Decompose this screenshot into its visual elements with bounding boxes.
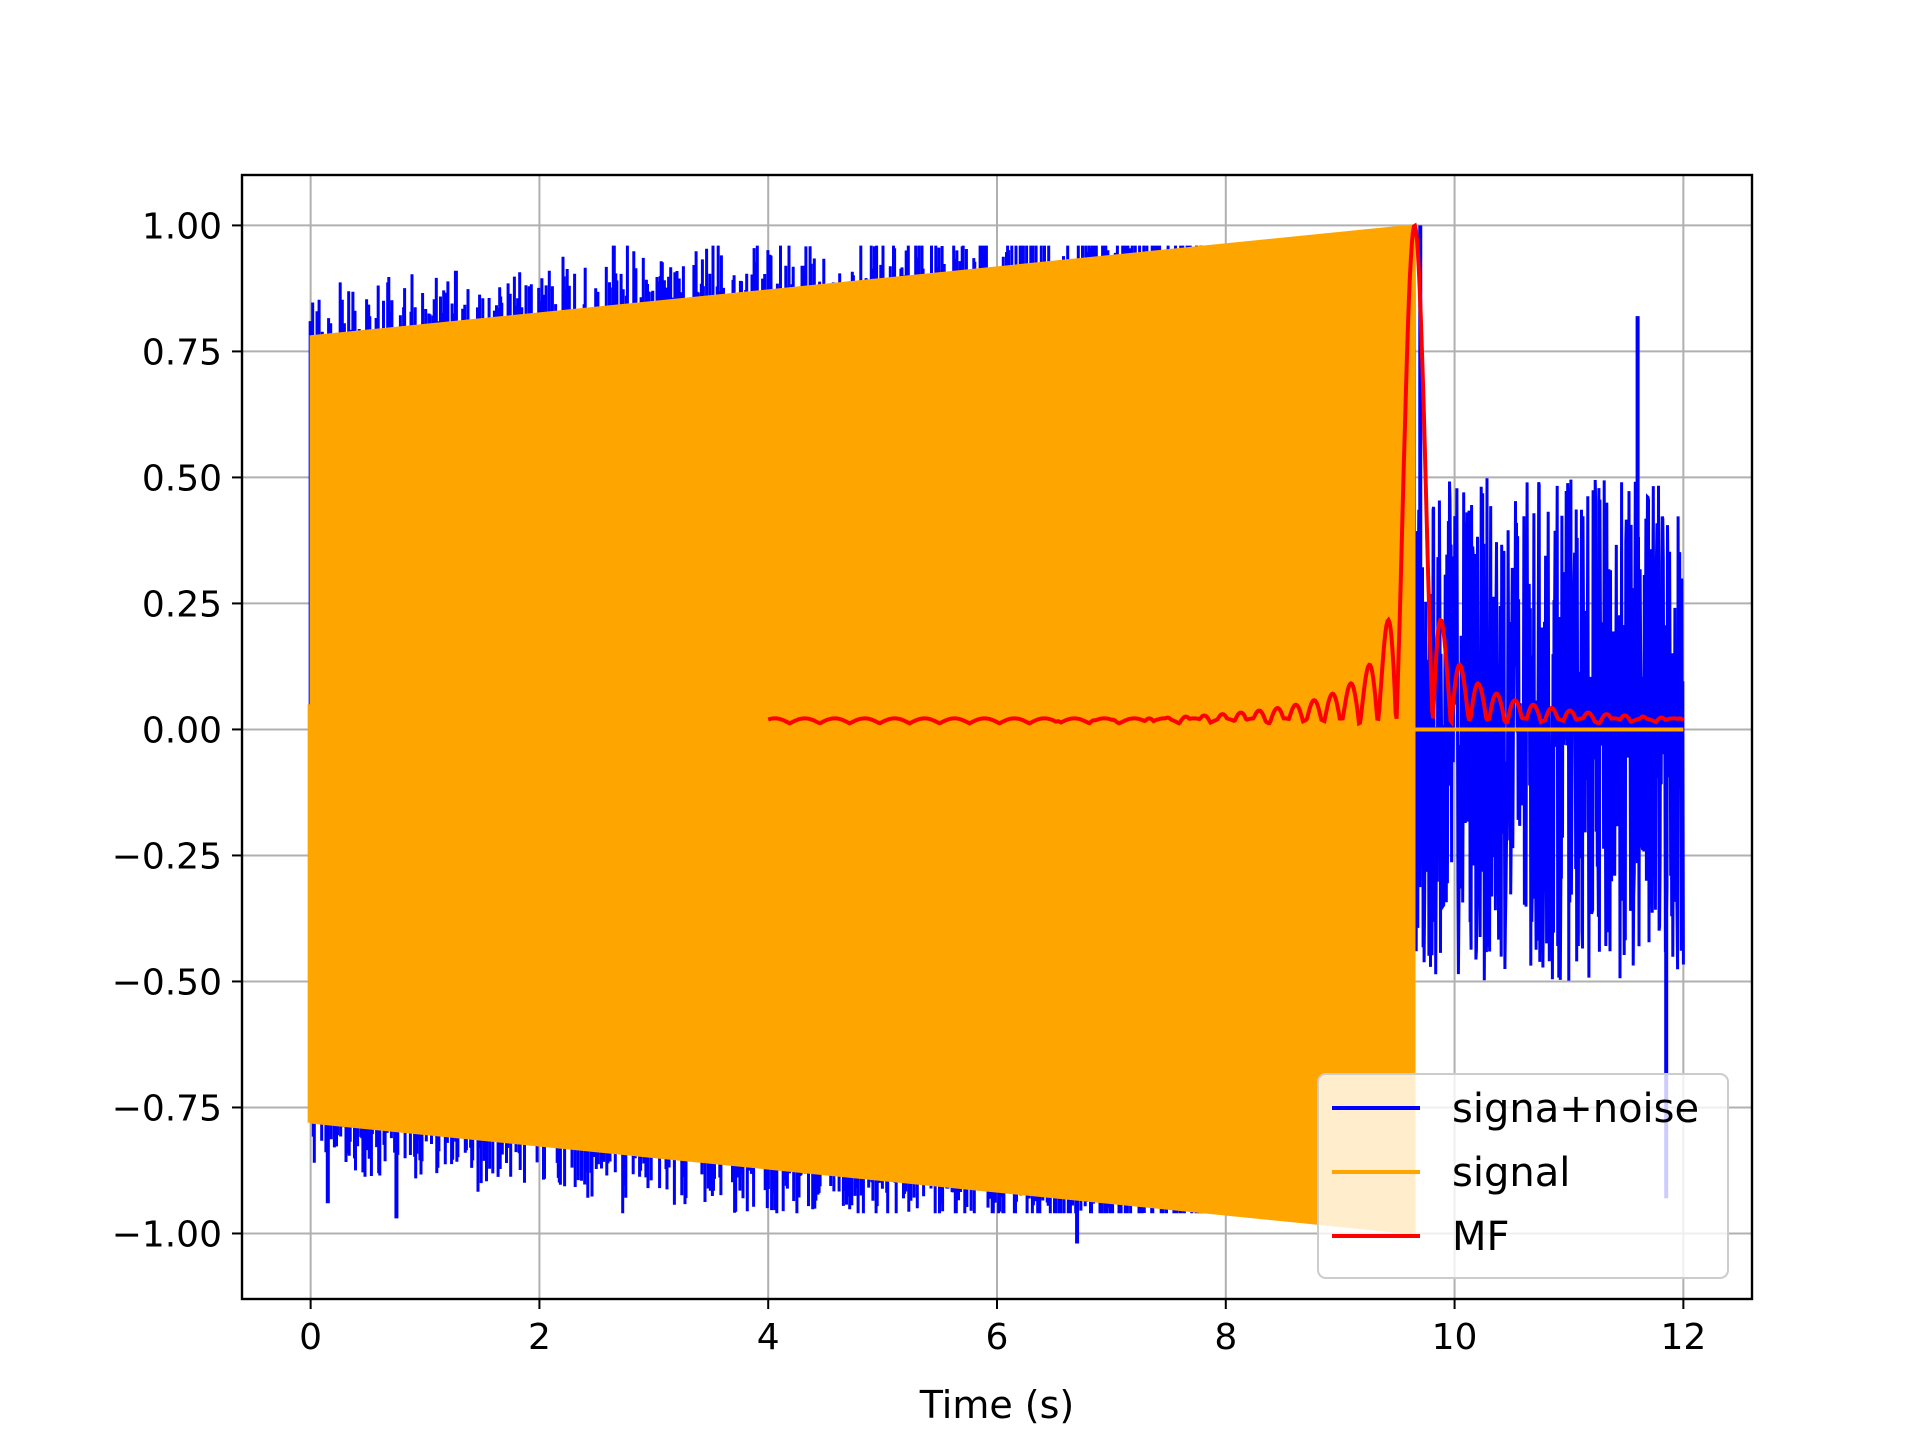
y-tick-label: 0.75 xyxy=(142,332,222,373)
x-tick-label: 4 xyxy=(757,1317,780,1358)
legend-box xyxy=(1317,1073,1729,1279)
series-line-mf xyxy=(767,222,1685,728)
series-signal-oscillation xyxy=(309,224,1416,1235)
x-axis: 0 2 4 6 8 10 12 xyxy=(299,1299,1706,1358)
x-tick-label: 10 xyxy=(1432,1317,1478,1358)
series-area xyxy=(307,222,1685,1244)
legend-label-signal-noise: signa+noise xyxy=(1452,1086,1699,1132)
y-tick-label: 0.00 xyxy=(142,710,222,751)
x-axis-label: Time (s) xyxy=(919,1383,1075,1427)
y-tick-label: −0.50 xyxy=(112,962,222,1003)
legend-label-mf: MF xyxy=(1452,1214,1510,1260)
x-tick-label: 2 xyxy=(528,1317,551,1358)
y-tick-label: −0.75 xyxy=(112,1088,222,1129)
x-tick-label: 6 xyxy=(986,1317,1009,1358)
y-tick-label: 1.00 xyxy=(142,206,222,247)
y-tick-label: 0.25 xyxy=(142,584,222,625)
y-tick-label: −0.25 xyxy=(112,836,222,877)
legend-label-signal: signal xyxy=(1452,1150,1570,1196)
y-tick-label: −1.00 xyxy=(112,1214,222,1255)
x-tick-label: 0 xyxy=(299,1317,322,1358)
x-tick-label: 12 xyxy=(1660,1317,1706,1358)
y-tick-label: 0.50 xyxy=(142,458,222,499)
x-tick-label: 8 xyxy=(1214,1317,1237,1358)
legend: signa+noise signal MF xyxy=(1317,1073,1729,1279)
y-axis: 1.00 0.75 0.50 0.25 0.00 −0.25 −0.50 −0.75 −1.00 xyxy=(112,206,242,1255)
